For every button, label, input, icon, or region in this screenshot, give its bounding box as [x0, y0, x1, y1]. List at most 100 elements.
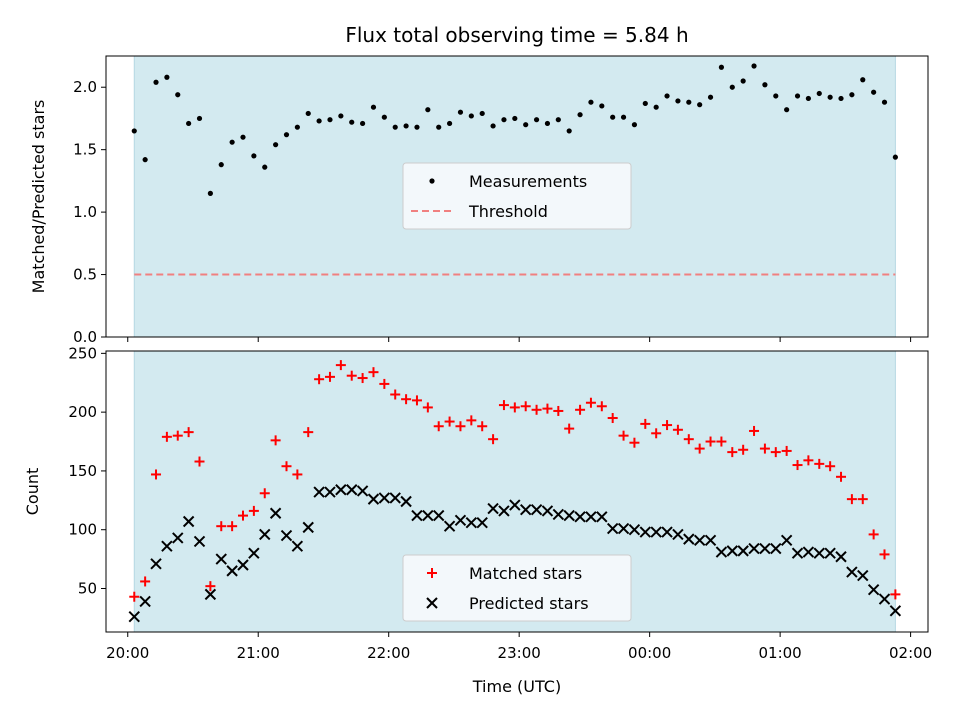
predicted-star-point [519, 504, 532, 516]
matched-star-point [140, 576, 151, 587]
predicted-star-point [346, 484, 358, 496]
y-tick-label: 2.0 [73, 78, 97, 96]
measurement-point [653, 104, 659, 110]
predicted-star-point-b [356, 485, 369, 497]
predicted-star-point [193, 535, 206, 548]
measurement-point [392, 124, 398, 130]
matched-star-point [422, 402, 433, 413]
predicted-star-point [628, 524, 641, 536]
predicted-star-point-b [422, 509, 434, 522]
measurement-point [218, 162, 224, 168]
predicted-star-point-b [269, 507, 282, 519]
predicted-star-point [248, 547, 260, 559]
predicted-star-point [617, 522, 630, 535]
predicted-star-point-b [541, 505, 554, 517]
predicted-star-point [802, 546, 815, 558]
matched-star-point [738, 444, 749, 455]
predicted-star-point-b [172, 532, 184, 544]
measurement-point [294, 124, 300, 130]
predicted-star-point [596, 511, 608, 523]
predicted-star-point [313, 486, 325, 498]
matched-star-point [151, 469, 162, 480]
predicted-star-point-b [867, 583, 880, 596]
predicted-star-point-b [693, 534, 706, 547]
predicted-star-point [226, 565, 238, 577]
predicted-star-point-b [802, 546, 815, 558]
matched-star-point [727, 447, 738, 458]
matched-star-point [618, 430, 629, 441]
matched-star-point [596, 401, 607, 412]
matched-star-point [488, 434, 499, 445]
predicted-star-point-b [193, 535, 206, 548]
measurement-point [512, 115, 518, 122]
matched-star-point [825, 461, 836, 472]
measurement-point [490, 123, 496, 129]
predicted-star-point-b [759, 542, 771, 555]
ratio-legend-box [402, 162, 632, 230]
matched-star-point [248, 505, 259, 516]
predicted-star-point [661, 526, 673, 538]
matched-star-point [335, 360, 346, 371]
measurement-point [849, 92, 855, 98]
predicted-star-point-b [465, 516, 478, 529]
measurement-point [707, 94, 714, 100]
legend-label-predicted-stars: Predicted stars [469, 594, 589, 613]
predicted-star-point-b [639, 526, 652, 538]
predicted-star-point-b [215, 553, 227, 565]
measurement-point [871, 89, 877, 95]
matched-star-point [183, 427, 194, 438]
predicted-star-point-b [617, 522, 630, 535]
measurement-point [196, 115, 203, 122]
matched-star-point [509, 402, 520, 413]
measurement-point [686, 99, 692, 105]
matched-star-point [205, 581, 216, 592]
matched-star-point [194, 456, 205, 467]
measurement-point [762, 82, 768, 88]
matched-star-point [531, 404, 542, 415]
predicted-star-point-b [161, 540, 173, 552]
predicted-star-point-b [606, 522, 619, 535]
predicted-star-point-b [204, 588, 217, 601]
ratio-legend: Measurements Threshold [402, 162, 632, 230]
measurement-point [773, 93, 779, 99]
predicted-star-point [585, 511, 597, 523]
predicted-star-point-b [367, 493, 380, 505]
matched-star-point [129, 591, 140, 602]
measurement-point [555, 117, 561, 123]
predicted-star-point [672, 528, 684, 541]
measurement-point [544, 120, 551, 127]
measurement-point [599, 103, 605, 109]
predicted-star-point-b [846, 566, 858, 578]
y-tick-label: 50 [78, 579, 97, 597]
y-tick-label: 100 [68, 521, 97, 539]
predicted-star-point [639, 526, 652, 538]
y-tick-label: 0.5 [73, 266, 97, 284]
predicted-star-point [454, 514, 467, 527]
matched-star-point [161, 431, 172, 442]
predicted-star-point [650, 526, 662, 538]
count-axes-frame [105, 350, 929, 633]
matched-star-point [411, 395, 422, 406]
measurement-point [186, 120, 192, 127]
predicted-star-point-b [259, 528, 271, 541]
predicted-star-point-b [433, 509, 445, 522]
predicted-star-point [172, 532, 184, 544]
predicted-star-point [791, 547, 804, 559]
measurement-point [740, 78, 746, 84]
predicted-star-point-b [150, 558, 162, 570]
predicted-star-point-b [313, 486, 325, 498]
measurement-point [501, 117, 507, 123]
predicted-star-point-b [487, 502, 499, 515]
matched-star-point [520, 401, 531, 412]
predicted-star-point-b [128, 611, 140, 623]
matched-star-point [564, 423, 575, 434]
matched-star-point [270, 435, 281, 446]
matched-star-point [759, 443, 770, 454]
matched-star-point [292, 469, 303, 480]
measurement-point [457, 109, 464, 115]
predicted-star-point [139, 595, 151, 608]
legend-label-matched-stars: Matched stars [469, 564, 582, 583]
measurement-point [675, 98, 681, 104]
legend-plus [427, 568, 437, 578]
legend-marker-matched-stars [427, 568, 437, 578]
